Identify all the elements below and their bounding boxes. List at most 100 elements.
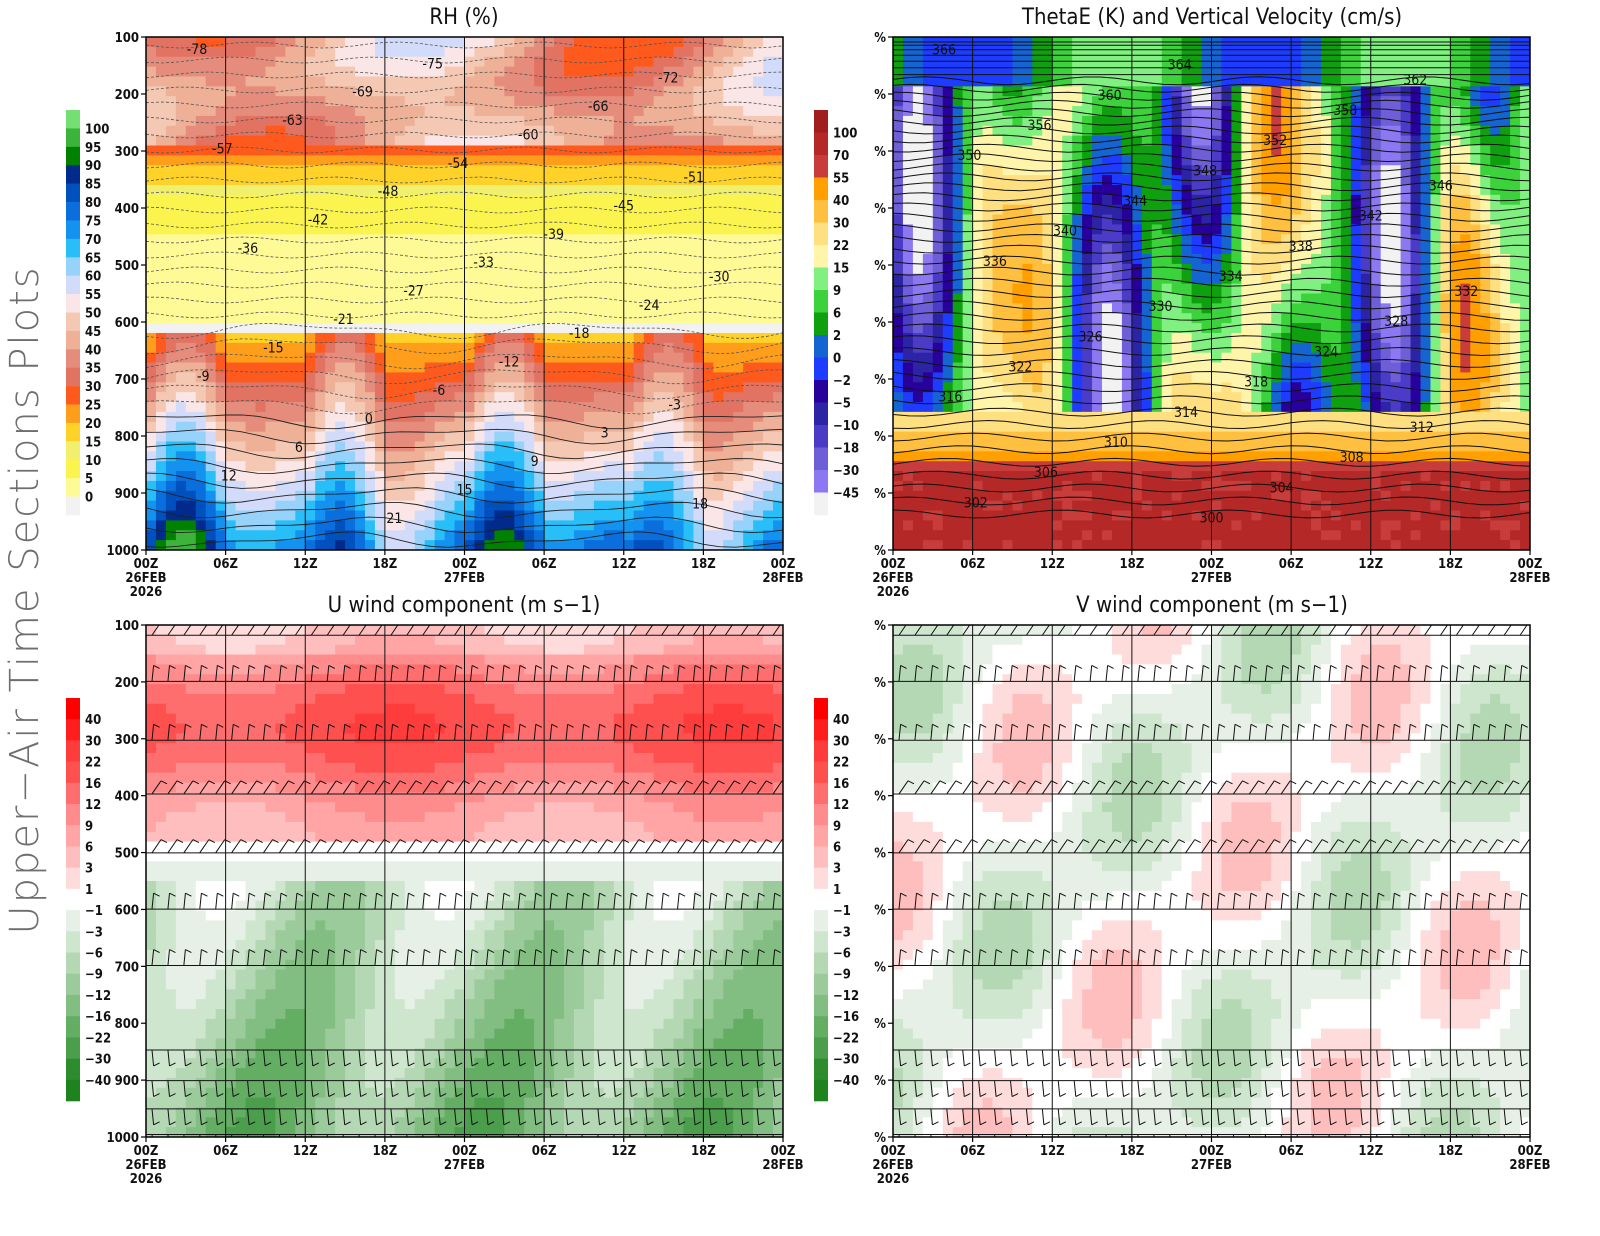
- rh-field-cell: [295, 204, 306, 216]
- rh-field-cell: [195, 520, 207, 531]
- rh-field-cell: [414, 382, 426, 393]
- rh-field-cell: [534, 244, 545, 255]
- thetae-field-cell: [1360, 66, 1372, 78]
- rh-field-cell: [165, 224, 177, 235]
- rh-field-cell: [504, 530, 515, 541]
- rh-field-cell: [573, 37, 585, 48]
- rh-field-cell: [215, 155, 227, 166]
- rh-field-cell: [414, 332, 426, 344]
- thetae-field-cell: [1420, 125, 1432, 137]
- rh-field-cell: [434, 165, 446, 176]
- rh-field-cell: [633, 372, 645, 383]
- rh-field-cell: [643, 56, 655, 68]
- rh-field-cell: [185, 224, 197, 235]
- rh-field-cell: [524, 106, 535, 117]
- thetae-field-cell: [1191, 56, 1203, 68]
- thetae-field-cell: [1380, 125, 1392, 137]
- rh-field-cell: [355, 352, 366, 364]
- thetae-field-cell: [1320, 234, 1332, 245]
- rh-field-cell: [683, 490, 695, 502]
- rh-field-cell: [295, 66, 306, 78]
- rh-field: [146, 37, 783, 550]
- thetae-field-cell: [992, 106, 1004, 117]
- thetae-field-cell: [1470, 254, 1481, 265]
- thetae-field-cell: [1251, 96, 1262, 107]
- rh-field-cell: [693, 214, 704, 226]
- contour-label: 6: [295, 440, 303, 456]
- rh-field-cell: [146, 303, 157, 314]
- contour-label: -9: [197, 369, 210, 385]
- rh-field-cell: [663, 332, 675, 344]
- rh-field-cell: [295, 362, 306, 374]
- rh-field-cell: [265, 500, 276, 512]
- thetae-field-cell: [932, 125, 944, 137]
- rh-field-cell: [146, 115, 157, 127]
- rh-field-cell: [404, 421, 416, 433]
- thetae-field-cell: [1520, 224, 1530, 235]
- rh-field-cell: [683, 135, 695, 147]
- thetae-field-cell: [1002, 224, 1014, 235]
- rh-field-cell: [534, 135, 545, 147]
- rh-field-cell: [285, 184, 296, 196]
- rh-field-cell: [753, 520, 764, 531]
- rh-field-cell: [454, 303, 466, 314]
- thetae-field-cell: [1181, 214, 1193, 226]
- rh-field-cell: [673, 125, 685, 137]
- rh-field-cell: [773, 214, 783, 226]
- rh-field-cell: [225, 441, 237, 452]
- thetae-field-cell: [1311, 76, 1322, 87]
- rh-field-cell: [315, 540, 326, 550]
- rh-field-cell: [484, 155, 495, 166]
- rh-field-cell: [564, 76, 575, 87]
- thetae-field-cell: [1241, 115, 1252, 127]
- rh-field-cell: [743, 421, 754, 433]
- thetae-field-cell: [1241, 76, 1252, 87]
- rh-field-cell: [524, 421, 535, 433]
- thetae-field-cell: [1390, 165, 1402, 176]
- thetae-field-cell: [1201, 76, 1213, 87]
- rh-field-cell: [603, 530, 615, 541]
- rh-field-cell: [225, 293, 237, 304]
- x-tick-label: 06Z: [213, 557, 238, 572]
- rh-field-cell: [295, 431, 306, 443]
- rh-field-cell: [673, 500, 685, 512]
- rh-field-cell: [215, 263, 227, 275]
- rh-field-cell: [703, 86, 714, 97]
- rh-field-cell: [613, 500, 625, 512]
- rh-field-cell: [195, 204, 207, 216]
- thetae-field-cell: [1221, 46, 1232, 58]
- rh-field-cell: [534, 254, 545, 265]
- rh-field-cell: [245, 500, 257, 512]
- rh-field-cell: [554, 56, 565, 68]
- thetae-field-cell: [1092, 106, 1103, 117]
- thetae-field-cell: [1500, 214, 1511, 226]
- rh-field-cell: [185, 303, 197, 314]
- rh-field-cell: [305, 402, 316, 413]
- rh-field-cell: [424, 451, 436, 462]
- rh-field-cell: [325, 471, 336, 482]
- rh-field-cell: [155, 254, 167, 265]
- thetae-field-cell: [1301, 234, 1312, 245]
- rh-field-cell: [444, 76, 456, 87]
- thetae-field-cell: [1510, 115, 1521, 127]
- rh-field-cell: [195, 421, 207, 433]
- rh-field-cell: [215, 283, 227, 295]
- thetae-field-cell: [1350, 155, 1362, 166]
- rh-field-cell: [464, 313, 476, 324]
- rh-field-cell: [593, 106, 605, 117]
- rh-field-cell: [235, 184, 247, 196]
- thetae-field-cell: [1012, 135, 1023, 147]
- rh-field-cell: [215, 293, 227, 304]
- rh-field-cell: [175, 37, 187, 48]
- rh-field-cell: [444, 421, 456, 433]
- rh-field-cell: [554, 283, 565, 295]
- rh-field-cell: [394, 273, 406, 285]
- rh-field-cell: [633, 293, 645, 304]
- rh-field-cell: [753, 204, 764, 216]
- rh-field-cell: [613, 106, 625, 117]
- thetae-field-cell: [1311, 106, 1322, 117]
- rh-field-cell: [743, 362, 754, 374]
- rh-field-cell: [275, 530, 286, 541]
- rh-field-cell: [643, 332, 655, 344]
- rh-field-cell: [504, 520, 515, 531]
